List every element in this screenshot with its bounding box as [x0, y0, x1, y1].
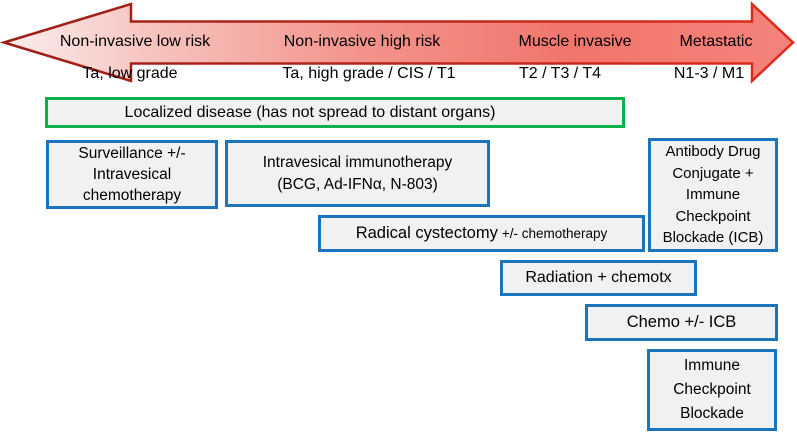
risk-spectrum-arrow [0, 1, 795, 84]
treatment-label-surveillance: Surveillance +/- Intravesical chemothera… [78, 145, 186, 204]
radical-cystectomy-suffix-text: +/- chemotherapy [501, 226, 608, 241]
treatment-box-antibody-drug-conjugate: Antibody Drug Conjugate + Immune Checkpo… [648, 138, 778, 252]
axis-category-muscle-invasive: Muscle invasive [518, 33, 632, 50]
localized-disease-box: Localized disease (has not spread to dis… [45, 97, 625, 128]
treatment-label-radiation-chemo: Radiation + chemotx [525, 269, 672, 286]
treatment-label-intravesical-immunotherapy: Intravesical immunotherapy (BCG, Ad-IFNα… [262, 153, 453, 193]
stage-ta-low-grade: Ta, low grade [82, 64, 178, 82]
axis-category-noninvasive-low: Non-invasive low risk [59, 33, 211, 50]
treatment-box-radical-cystectomy: Radical cystectomy +/- chemotherapy [318, 215, 645, 252]
axis-category-noninvasive-high: Non-invasive high risk [283, 33, 441, 50]
treatment-box-surveillance: Surveillance +/- Intravesical chemothera… [46, 140, 218, 209]
treatment-box-radiation-chemo: Radiation + chemotx [500, 260, 697, 296]
treatment-label-antibody-drug-conjugate: Antibody Drug Conjugate + Immune Checkpo… [662, 143, 764, 247]
stage-n1-3-m1: N1-3 / M1 [673, 64, 745, 82]
radical-cystectomy-main-text: Radical cystectomy [355, 224, 498, 242]
treatment-box-intravesical-immunotherapy: Intravesical immunotherapy (BCG, Ad-IFNα… [225, 140, 490, 207]
treatment-label-chemo-icb: Chemo +/- ICB [626, 313, 737, 331]
treatment-label-immune-checkpoint-blockade: Immune Checkpoint Blockade [673, 357, 751, 422]
treatment-label-radical-cystectomy: Radical cystectomy +/- chemotherapy [356, 224, 608, 243]
double-arrow-shape [0, 1, 795, 84]
axis-category-metastatic: Metastatic [679, 33, 753, 50]
treatment-box-immune-checkpoint-blockade: Immune Checkpoint Blockade [647, 349, 777, 431]
stage-t2-t3-t4: T2 / T3 / T4 [518, 64, 602, 82]
treatment-box-chemo-icb: Chemo +/- ICB [585, 304, 778, 341]
stage-ta-high-grade-cis-t1: Ta, high grade / CIS / T1 [282, 64, 456, 82]
localized-disease-label: Localized disease (has not spread to dis… [124, 103, 496, 121]
